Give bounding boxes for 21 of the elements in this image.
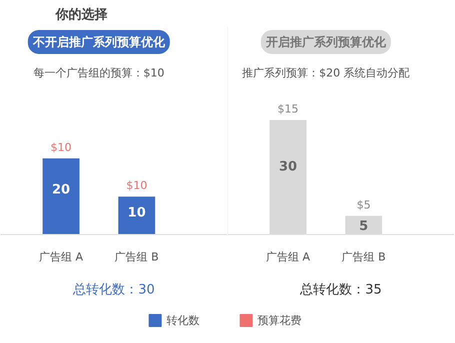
data-label: 10 (128, 206, 146, 220)
text: 不开启推广系列预算优化 (32, 34, 166, 49)
x-tick-label: 广告组 B (342, 250, 386, 264)
annotation: $5 (356, 198, 371, 212)
legend-label: 预算花费 (258, 314, 302, 327)
text: 开启推广系列预算优化 (264, 34, 387, 49)
data-label: 30 (278, 160, 298, 174)
text: 推广系列预算：$20 系统自动分配 (242, 66, 410, 80)
x-axis-title: 总转化数：35 (299, 282, 382, 298)
annotation: $10 (50, 140, 72, 154)
x-tick-label: 广告组 B (114, 250, 159, 264)
text: 每一个广告组的预算：$10 (33, 66, 164, 80)
annotation: $15 (278, 102, 299, 116)
annotation: $10 (126, 179, 148, 192)
legend-label: 转化数 (166, 314, 200, 327)
chart-title: 你的选择 (54, 8, 108, 22)
x-tick-label: 广告组 A (39, 250, 84, 264)
x-tick-label: 广告组 A (266, 250, 311, 264)
data-label: 20 (52, 182, 70, 198)
data-label: 5 (359, 218, 368, 234)
x-axis-title: 总转化数：30 (72, 282, 155, 298)
